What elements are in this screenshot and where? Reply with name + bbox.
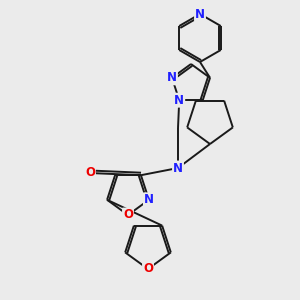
Text: N: N bbox=[167, 71, 177, 84]
Text: N: N bbox=[174, 94, 184, 107]
Text: N: N bbox=[173, 161, 183, 175]
Text: O: O bbox=[85, 167, 95, 179]
Text: N: N bbox=[144, 193, 154, 206]
Text: N: N bbox=[195, 8, 205, 20]
Text: O: O bbox=[123, 208, 133, 221]
Text: O: O bbox=[143, 262, 153, 275]
